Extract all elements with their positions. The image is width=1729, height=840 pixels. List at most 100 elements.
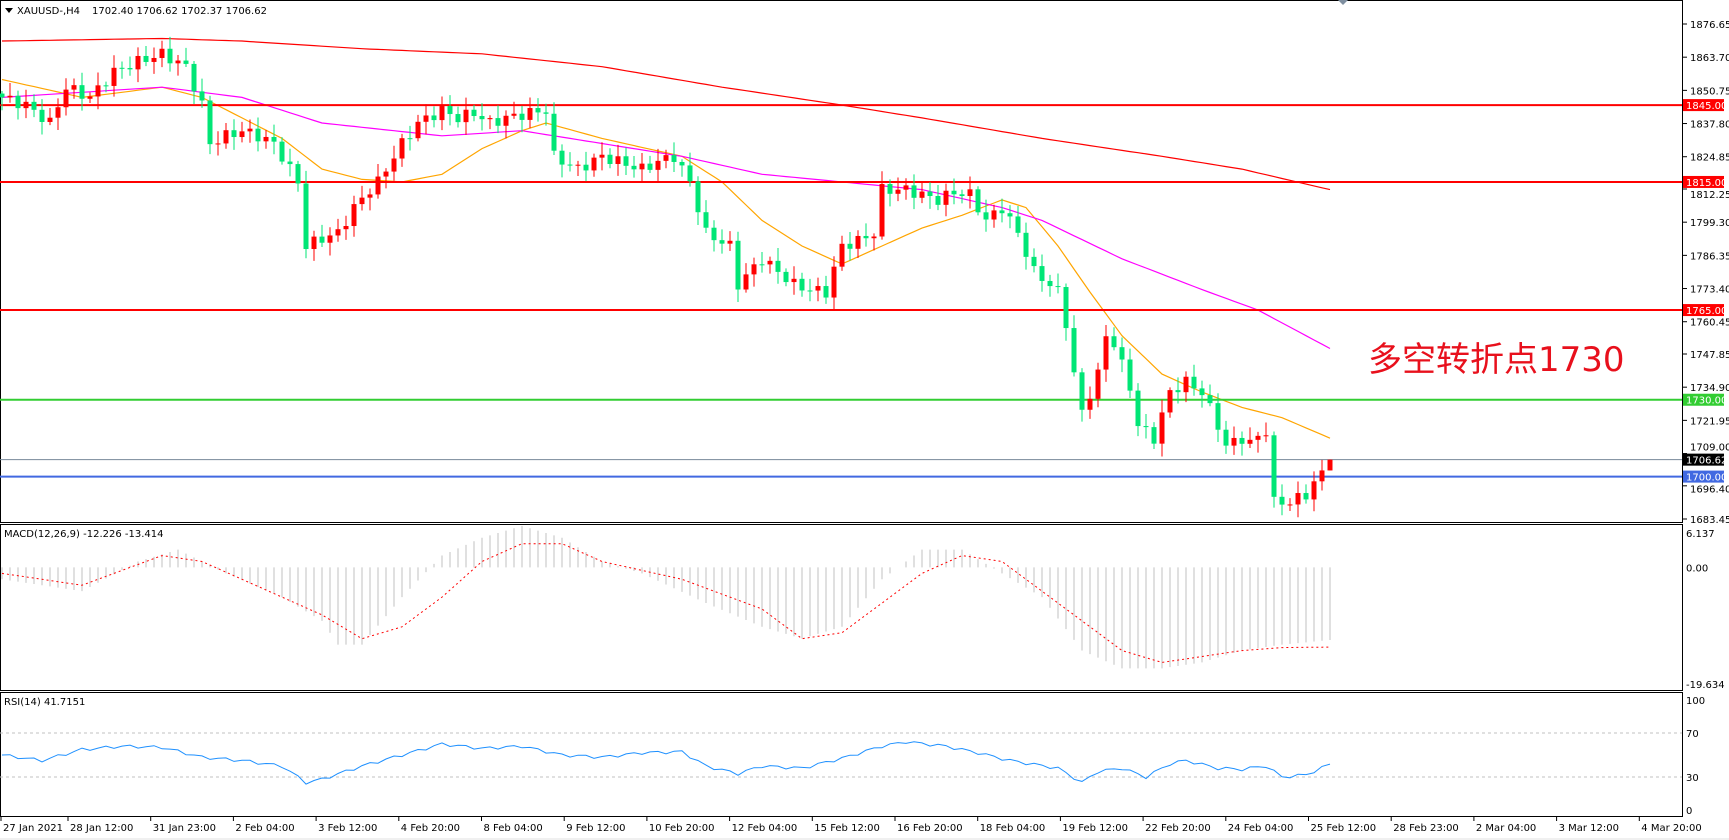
candle-body bbox=[471, 109, 477, 117]
dropdown-triangle-icon[interactable] bbox=[5, 8, 13, 13]
candle bbox=[687, 152, 693, 187]
candle bbox=[543, 103, 549, 126]
time-tick-label: 22 Feb 20:00 bbox=[1145, 823, 1211, 834]
candle bbox=[327, 227, 333, 256]
candle bbox=[1287, 498, 1293, 511]
candle bbox=[527, 97, 533, 129]
candle bbox=[255, 117, 261, 152]
candle-body bbox=[671, 155, 677, 162]
price-pane[interactable] bbox=[0, 0, 1683, 523]
candle bbox=[671, 142, 677, 172]
candle-body bbox=[695, 181, 701, 213]
candle bbox=[1263, 422, 1269, 443]
candle bbox=[1271, 431, 1277, 508]
candle bbox=[1071, 315, 1077, 377]
candle bbox=[759, 251, 765, 273]
price-tick-label: 1696.40 bbox=[1690, 485, 1729, 496]
candle bbox=[487, 115, 493, 130]
candle-body bbox=[879, 184, 885, 237]
candle bbox=[1239, 431, 1245, 456]
candle-body bbox=[727, 240, 733, 244]
candle bbox=[927, 182, 933, 209]
candle bbox=[1223, 420, 1229, 454]
candle bbox=[1031, 248, 1037, 273]
price-tick-label: 1824.85 bbox=[1690, 153, 1729, 164]
candle-body bbox=[351, 204, 357, 227]
candle bbox=[391, 145, 397, 181]
candle-body bbox=[295, 164, 301, 184]
macd-signal-line bbox=[1, 543, 1331, 663]
candle bbox=[679, 159, 685, 177]
candle bbox=[311, 230, 317, 261]
time-tick-label: 9 Feb 12:00 bbox=[566, 823, 625, 834]
candle-body bbox=[1031, 256, 1037, 267]
candle-body bbox=[535, 108, 541, 113]
candle-body bbox=[255, 128, 261, 142]
candle bbox=[223, 122, 229, 149]
candle-body bbox=[199, 91, 205, 101]
macd-tick-label: -19.634 bbox=[1686, 680, 1725, 691]
candle bbox=[31, 94, 37, 118]
candle bbox=[111, 55, 117, 97]
candle-body bbox=[863, 235, 869, 239]
candle-body bbox=[959, 194, 965, 196]
candle bbox=[1199, 380, 1205, 408]
time-tick-label: 10 Feb 20:00 bbox=[649, 823, 715, 834]
moving-average-line bbox=[1, 37, 1331, 191]
candle bbox=[863, 223, 869, 247]
candle bbox=[279, 137, 285, 165]
candle bbox=[95, 72, 101, 110]
candle bbox=[1087, 386, 1093, 419]
candle bbox=[183, 47, 189, 68]
candle-body bbox=[679, 161, 685, 166]
candle bbox=[911, 174, 917, 210]
candle bbox=[959, 189, 965, 204]
candle bbox=[791, 266, 797, 295]
price-tick-label: 1850.75 bbox=[1690, 86, 1729, 97]
level-price-tag bbox=[1683, 304, 1724, 317]
candle bbox=[719, 229, 725, 254]
candle bbox=[367, 188, 373, 211]
candle-body bbox=[359, 197, 365, 205]
rsi-pane[interactable] bbox=[0, 692, 1683, 817]
candle-body bbox=[663, 155, 669, 161]
candle bbox=[1295, 481, 1301, 518]
candle-body bbox=[815, 286, 821, 291]
ohlc-readout: 1702.40 1706.62 1702.37 1706.62 bbox=[92, 6, 267, 17]
candle-body bbox=[1287, 504, 1293, 506]
candle-body bbox=[711, 227, 717, 241]
price-tick-label: 1734.90 bbox=[1690, 383, 1729, 394]
candle-body bbox=[1303, 493, 1309, 500]
candle-body bbox=[775, 260, 781, 272]
candle bbox=[303, 170, 309, 259]
candle-body bbox=[487, 118, 493, 120]
candle-body bbox=[639, 163, 645, 170]
level-price-tag bbox=[1683, 99, 1724, 112]
candle bbox=[1175, 377, 1181, 404]
candle-body bbox=[823, 286, 829, 298]
macd-pane[interactable] bbox=[0, 524, 1683, 691]
candle bbox=[607, 148, 613, 169]
candle bbox=[535, 98, 541, 122]
candle bbox=[399, 133, 405, 167]
candle-body bbox=[799, 278, 805, 291]
candle-body bbox=[887, 184, 893, 194]
candle-body bbox=[1207, 395, 1213, 404]
candle bbox=[871, 233, 877, 251]
chart-shift-marker-icon[interactable] bbox=[1338, 0, 1348, 5]
candle bbox=[663, 149, 669, 169]
candle bbox=[743, 263, 749, 293]
candle-body bbox=[167, 48, 173, 64]
candle-body bbox=[439, 106, 445, 121]
candle-body bbox=[759, 264, 765, 266]
candle bbox=[511, 101, 517, 119]
candle-body bbox=[591, 157, 597, 171]
candle-body bbox=[1271, 435, 1277, 497]
candle bbox=[1327, 459, 1333, 471]
candle bbox=[239, 121, 245, 143]
time-tick-label: 28 Feb 23:00 bbox=[1393, 823, 1459, 834]
candle bbox=[831, 256, 837, 311]
candle-body bbox=[343, 226, 349, 230]
candle bbox=[247, 119, 253, 143]
